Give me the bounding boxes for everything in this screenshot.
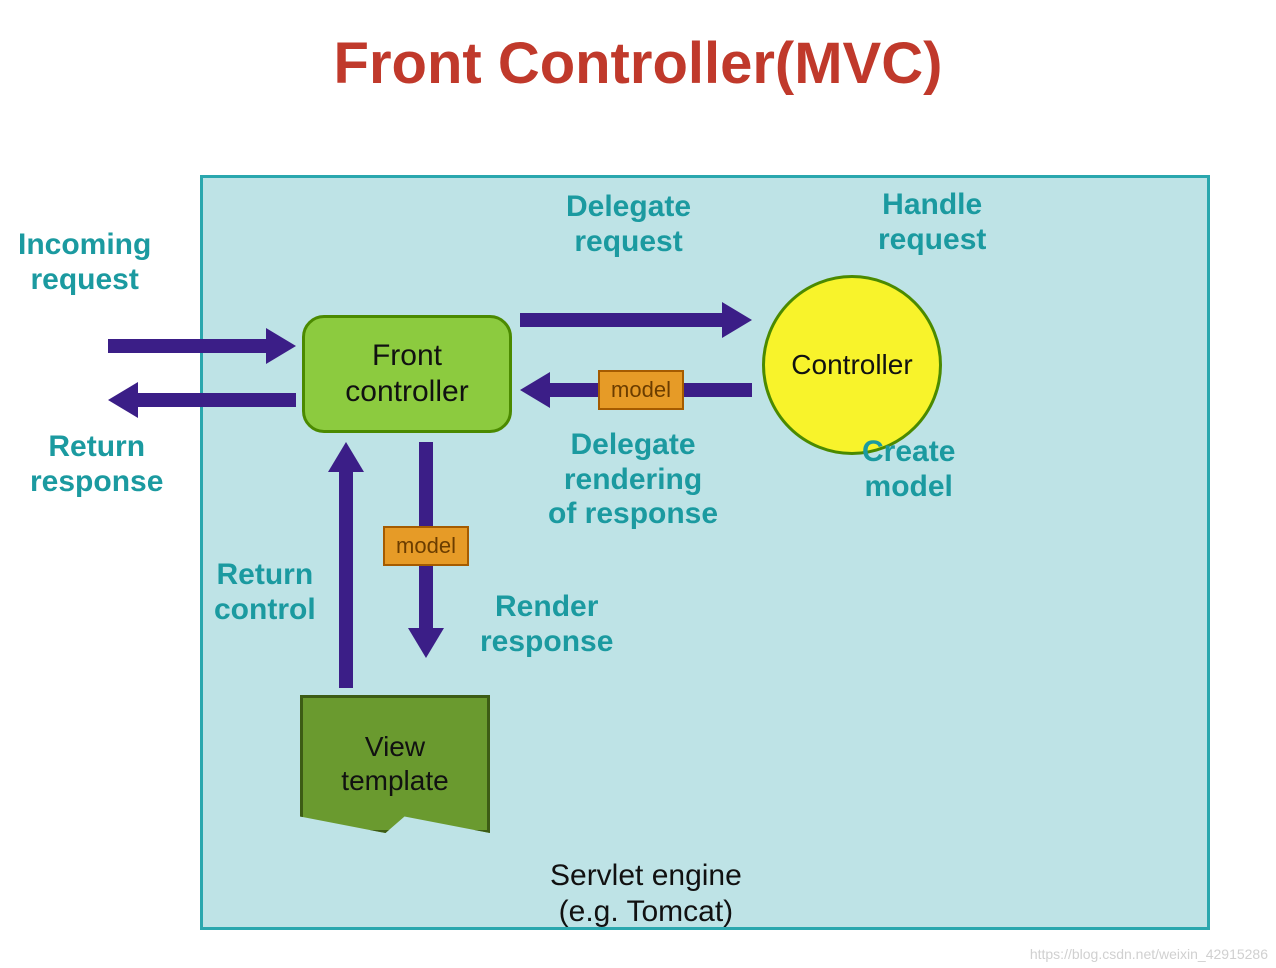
label-handle-request: Handle request <box>878 188 986 257</box>
label-delegate-request: Delegate request <box>566 190 691 259</box>
model-tag-vertical: model <box>383 526 469 566</box>
label-render-response: Render response <box>480 590 613 659</box>
label-incoming-request: Incoming request <box>18 228 151 297</box>
view-template-node: View template <box>300 695 490 833</box>
watermark-text: https://blog.csdn.net/weixin_42915286 <box>1030 946 1268 962</box>
model-tag-horizontal: model <box>598 370 684 410</box>
servlet-engine-caption: Servlet engine (e.g. Tomcat) <box>550 858 742 930</box>
label-return-response: Return response <box>30 430 163 499</box>
controller-node: Controller <box>762 275 942 455</box>
label-delegate-rendering: Delegate rendering of response <box>548 428 718 532</box>
label-create-model: Create model <box>862 435 955 504</box>
label-return-control: Return control <box>214 558 316 627</box>
front-controller-node: Front controller <box>302 315 512 433</box>
diagram-title: Front Controller(MVC) <box>0 30 1276 97</box>
